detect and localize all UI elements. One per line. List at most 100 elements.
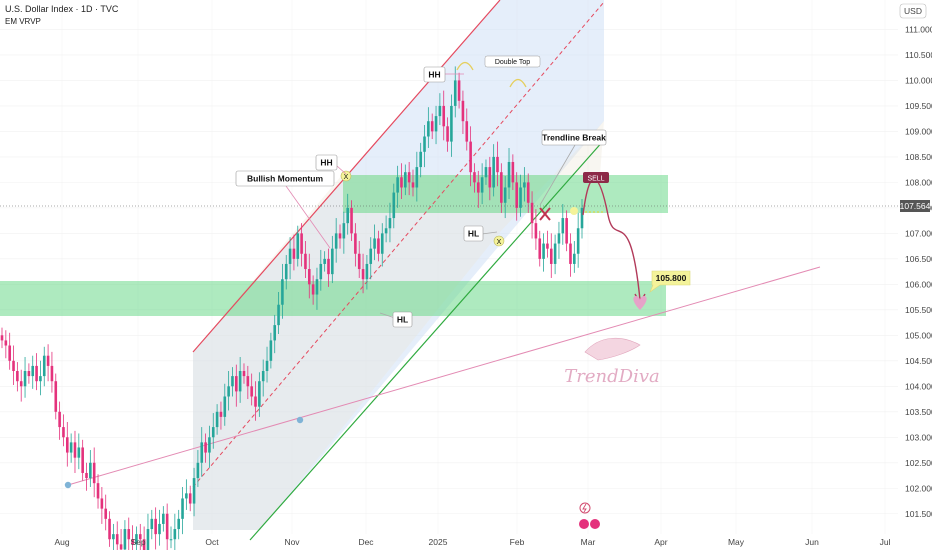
target-label[interactable]: 105.800 (649, 270, 691, 293)
candle-body (553, 243, 557, 264)
y-tick-label: 110.000 (905, 75, 932, 85)
x-tick-label: Aug (54, 537, 69, 547)
candle-body (104, 508, 108, 519)
channel-lower-line[interactable] (249, 139, 605, 541)
sell-label-text: SELL (587, 176, 604, 183)
candle-body (123, 529, 127, 550)
target-label-text: 105.800 (656, 273, 687, 283)
candle-body (127, 529, 131, 540)
candle-body (380, 233, 384, 254)
candle-body (469, 141, 472, 173)
candle-body (453, 80, 457, 106)
candle-body (250, 386, 253, 397)
candle-body (346, 207, 349, 224)
candle-body (196, 462, 200, 479)
candle-body (8, 345, 11, 361)
candles (0, 66, 584, 550)
candle-body (215, 411, 219, 428)
candle-body (480, 177, 484, 193)
candle-body (154, 518, 157, 535)
y-tick-label: 106.500 (905, 254, 932, 264)
trendline-break-text: Trendline Break (542, 133, 606, 143)
hl-label-1[interactable]: HL (392, 311, 413, 328)
long-term-trendline[interactable] (67, 266, 821, 486)
candle-body (100, 498, 104, 509)
sell-label[interactable]: SELL (583, 172, 609, 183)
trendline-break-label[interactable]: Trendline Break (541, 129, 607, 146)
hh-label-1[interactable]: HH (315, 154, 338, 171)
support-zone[interactable] (0, 281, 666, 316)
candle-body (300, 233, 303, 254)
candle-body (261, 371, 265, 382)
symbol-title[interactable]: U.S. Dollar Index · 1D · TVC (5, 4, 119, 14)
hh-label-2-text: HH (428, 70, 440, 80)
candle-body (146, 529, 150, 550)
candle-body (131, 539, 134, 545)
candle-body (465, 121, 469, 142)
candle-body (188, 493, 192, 504)
candle-body (265, 360, 269, 372)
y-tick-label: 102.500 (905, 458, 932, 468)
candle-body (150, 518, 154, 530)
time-axis[interactable]: Aug Sep Oct Nov Dec 2025 Feb Mar Apr May Jun Jul (54, 537, 890, 547)
events-icons[interactable] (579, 502, 600, 529)
candle-body (580, 207, 584, 229)
candle-body (165, 513, 169, 540)
hl-label-1-text: HL (397, 315, 408, 325)
candle-body (223, 396, 227, 417)
candle-body (523, 182, 526, 188)
candle-body (277, 304, 280, 326)
hh-label-2[interactable]: HH (423, 66, 446, 83)
candle-body (208, 437, 211, 453)
candle-body (542, 243, 545, 259)
price-axis[interactable]: 101.500 102.000 102.500 103.000 103.500 104.0… (905, 24, 932, 518)
hl-label-2[interactable]: HL (463, 225, 484, 242)
candle-body (369, 248, 373, 264)
candle-body (242, 371, 246, 377)
candle-body (484, 167, 488, 178)
candle-body (442, 105, 446, 127)
x-tick-label: Nov (284, 537, 300, 547)
candle-body (115, 534, 119, 545)
candle-body (515, 182, 519, 208)
candle-body (42, 355, 46, 377)
x-tick-label: Dec (358, 537, 374, 547)
indicator-label[interactable]: EM VRVP (5, 17, 41, 26)
target-heart-icon (633, 296, 647, 310)
candle-body (307, 269, 311, 285)
hl-label-2-text: HL (468, 229, 479, 239)
x-marker-2-text: X (497, 239, 502, 246)
candle-body (561, 218, 565, 234)
candle-body (65, 437, 69, 453)
trenddiva-logo: TrendDiva (564, 337, 660, 387)
candle-body (169, 539, 173, 541)
candle-body (476, 182, 480, 193)
candle-body (177, 518, 180, 530)
candle-body (238, 371, 242, 392)
candle-body (292, 248, 296, 259)
hh-label-1-text: HH (320, 158, 332, 168)
candle-body (219, 411, 223, 417)
candle-body (511, 161, 515, 183)
candle-body (392, 192, 396, 219)
candle-body (138, 534, 142, 540)
x-tick-label: Sep (130, 537, 145, 547)
candle-body (438, 105, 442, 117)
candle-body (281, 279, 284, 305)
y-tick-label: 111.000 (905, 24, 932, 34)
candle-body (39, 376, 42, 382)
candle-body (354, 233, 357, 254)
candle-body (573, 253, 576, 264)
currency-badge[interactable]: USD (899, 3, 927, 19)
candle-body (4, 340, 8, 346)
candle-body (112, 534, 115, 540)
candle-body (319, 263, 323, 280)
channel-mid-line[interactable] (192, 1, 605, 488)
candle-body (296, 233, 300, 259)
double-top-label[interactable]: Double Top (484, 55, 541, 68)
bullish-momentum-label[interactable]: Bullish Momentum (235, 170, 335, 187)
candle-body (357, 253, 361, 270)
candle-body (231, 376, 234, 387)
candle-body (396, 177, 399, 193)
